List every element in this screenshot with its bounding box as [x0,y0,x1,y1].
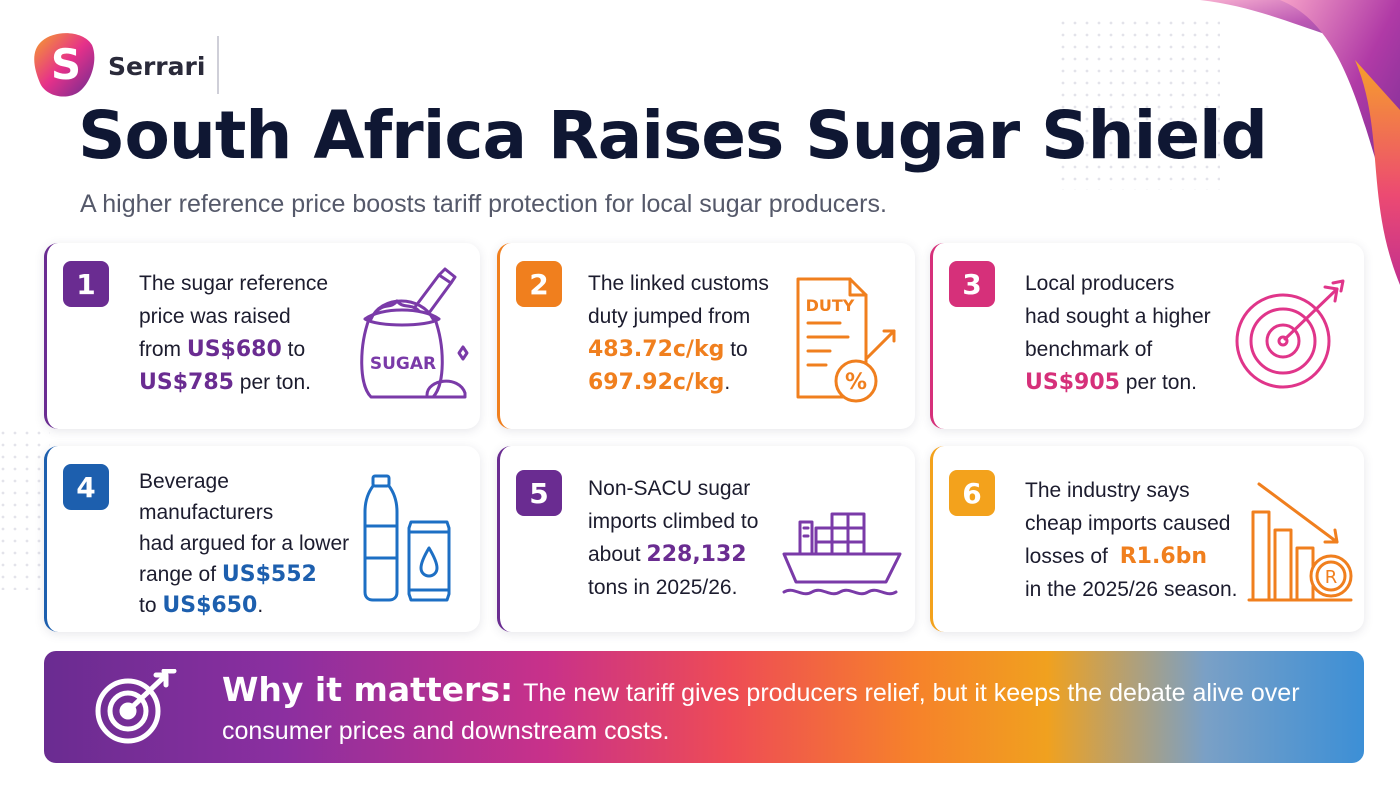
declining-chart-icon: R [1247,482,1353,602]
fact-card-6: 6 The industry says cheap imports caused… [930,446,1364,632]
target-icon [95,669,177,744]
duty-label: DUTY [806,296,855,315]
highlight-import-volume: 228,132 [646,542,747,567]
card-number-1: 1 [63,261,109,307]
banner-lead: Why it matters: [222,670,514,709]
dot-pattern-decoration-left [0,430,50,590]
brand: S Serrari [34,30,205,102]
highlight-old-price: US$680 [186,337,282,362]
highlight-sought-price: US$905 [1025,370,1120,395]
card-text-2: The linked customs duty jumped from 483.… [588,272,769,395]
card-text-6: The industry says cheap imports caused l… [1025,479,1238,601]
bottle-can-icon [363,474,451,602]
card-number-3: 3 [949,261,995,307]
card-number-6: 6 [949,470,995,516]
highlight-new-duty: 697.92c/kg [588,370,725,395]
fact-card-5: 5 Non-SACU sugar imports climbed to abou… [497,446,915,632]
banner-text: Why it matters: The new tariff gives prod… [222,671,1322,750]
card-text-3: Local producers had sought a higher benc… [1025,272,1211,395]
why-it-matters-banner: Why it matters: The new tariff gives prod… [44,651,1364,763]
card-number-5: 5 [516,470,562,516]
fact-card-4: 4 Beverage manufacturers had argued for … [44,446,480,632]
fact-card-2: 2 The linked customs duty jumped from 48… [497,243,915,429]
highlight-old-duty: 483.72c/kg [588,337,725,362]
serrari-logo-icon: S [34,33,95,97]
brand-name: Serrari [108,51,206,81]
brand-divider [217,36,219,94]
rand-symbol: R [1325,567,1338,588]
highlight-new-price: US$785 [139,370,234,395]
card-text-1: The sugar reference price was raised fro… [139,272,329,395]
highlight-low-range: US$552 [221,562,317,587]
cargo-ship-icon [782,512,902,596]
card-number-2: 2 [516,261,562,307]
fact-card-3: 3 Local producers had sought a higher be… [930,243,1364,429]
logo-letter: S [51,40,81,89]
card-text-5: Non-SACU sugar imports climbed to about … [588,477,759,599]
highlight-losses: R1.6bn [1119,544,1208,569]
page-subtitle: A higher reference price boosts tariff p… [80,190,887,218]
card-number-4: 4 [63,464,109,510]
fact-card-1: 1 The sugar reference price was raised f… [44,243,480,429]
sugar-label: SUGAR [370,354,436,374]
duty-document-icon: DUTY % [796,277,896,403]
percent-symbol: % [845,370,867,395]
target-arrow-icon [1235,279,1345,389]
card-text-4: Beverage manufacturers had argued for a … [139,470,350,618]
sugar-sack-icon: SUGAR [360,267,469,399]
page-title: South Africa Raises Sugar Shield [78,97,1268,174]
banner-body: The new tariff gives producers relief, b… [222,679,1300,745]
highlight-high-range: US$650 [162,593,258,618]
